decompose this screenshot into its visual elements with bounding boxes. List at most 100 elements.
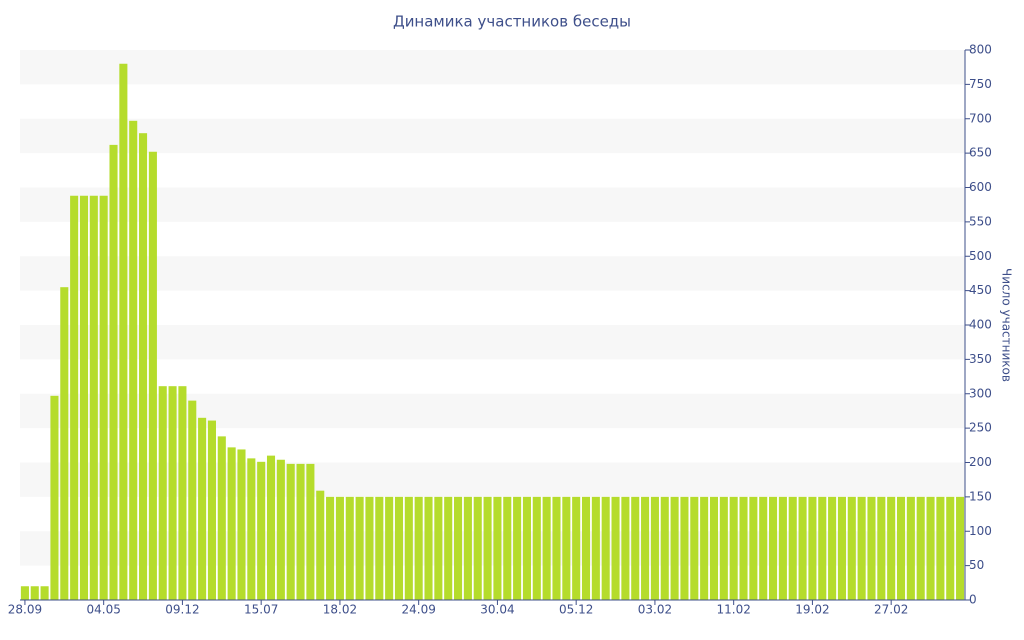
bar [20, 586, 29, 600]
bar [611, 496, 620, 600]
y-tick-label: 0 [969, 593, 977, 607]
bar [769, 496, 778, 600]
bar [857, 496, 866, 600]
bar [778, 496, 787, 600]
bar [493, 496, 502, 600]
y-tick-label: 650 [969, 146, 992, 160]
bar [670, 496, 679, 600]
bar [739, 496, 748, 600]
x-tick-label: 09.12 [165, 603, 199, 617]
bar [414, 496, 423, 600]
bar [650, 496, 659, 600]
x-tick-label: 19.02 [795, 603, 829, 617]
bar [237, 449, 246, 600]
bar [168, 386, 177, 600]
grid-band [20, 462, 965, 497]
bar [394, 496, 404, 600]
bar [847, 496, 856, 600]
bar [109, 144, 118, 600]
y-tick-label: 700 [969, 111, 992, 125]
bar [355, 496, 364, 600]
y-tick-label: 800 [969, 43, 992, 57]
bar [424, 496, 433, 600]
bar [40, 586, 49, 600]
y-tick-label: 300 [969, 386, 992, 400]
bar [217, 436, 226, 600]
bar [79, 195, 89, 600]
bar [385, 496, 394, 600]
x-tick-label: 30.04 [480, 603, 514, 617]
bar [434, 496, 443, 600]
bar [306, 463, 315, 600]
bar [680, 496, 689, 600]
bar [207, 420, 216, 600]
bar [276, 459, 285, 600]
y-tick-label: 400 [969, 318, 992, 332]
x-tick-label: 15.07 [244, 603, 278, 617]
bar [463, 496, 472, 600]
y-tick-label: 500 [969, 249, 992, 263]
bar [247, 458, 256, 600]
bar [522, 496, 531, 600]
y-tick-label: 450 [969, 283, 992, 297]
bar [513, 496, 522, 600]
bar [335, 496, 344, 600]
bar [916, 496, 925, 600]
bar [906, 496, 915, 600]
bar [896, 496, 906, 600]
bar [828, 496, 837, 600]
bar [444, 496, 453, 600]
bar [483, 496, 492, 600]
bar [316, 490, 325, 600]
bar [818, 496, 827, 600]
y-tick-label: 600 [969, 180, 992, 194]
y-tick-label: 150 [969, 489, 992, 503]
y-tick-label: 100 [969, 524, 992, 538]
bar [227, 447, 236, 600]
bar [99, 195, 108, 600]
bar [759, 496, 768, 600]
bar [749, 496, 758, 600]
bar [178, 386, 187, 600]
x-tick-label: 03.02 [638, 603, 672, 617]
grid-band [20, 531, 965, 566]
bar [148, 151, 157, 600]
bar [837, 496, 846, 600]
grid-band [20, 118, 965, 154]
bar [89, 195, 98, 600]
bar [700, 496, 709, 600]
y-tick-label: 750 [969, 77, 992, 91]
bar [345, 496, 354, 600]
bar [552, 496, 561, 600]
bar [877, 496, 886, 600]
bar [375, 496, 384, 600]
bar [257, 461, 266, 600]
bar [266, 455, 276, 600]
bar [60, 287, 69, 600]
bar [286, 463, 295, 600]
chart-title: Динамика участников беседы [393, 13, 631, 31]
bar [296, 463, 305, 600]
bar [660, 496, 669, 600]
bar [139, 133, 148, 600]
y-tick-label: 50 [969, 558, 984, 572]
grid-band [20, 393, 965, 429]
bar [158, 386, 167, 600]
bar [936, 496, 945, 600]
bar [601, 496, 610, 600]
x-tick-label: 18.02 [323, 603, 357, 617]
bar [473, 496, 482, 600]
bar [946, 496, 955, 600]
bar [532, 496, 541, 600]
bar [50, 395, 59, 600]
bar [926, 496, 935, 600]
bar [867, 496, 876, 600]
bar [729, 496, 738, 600]
bar [591, 496, 600, 600]
bar [404, 496, 413, 600]
x-tick-label: 05.12 [559, 603, 593, 617]
bar [887, 496, 896, 600]
bar [581, 496, 591, 600]
x-tick-label: 27.02 [874, 603, 908, 617]
